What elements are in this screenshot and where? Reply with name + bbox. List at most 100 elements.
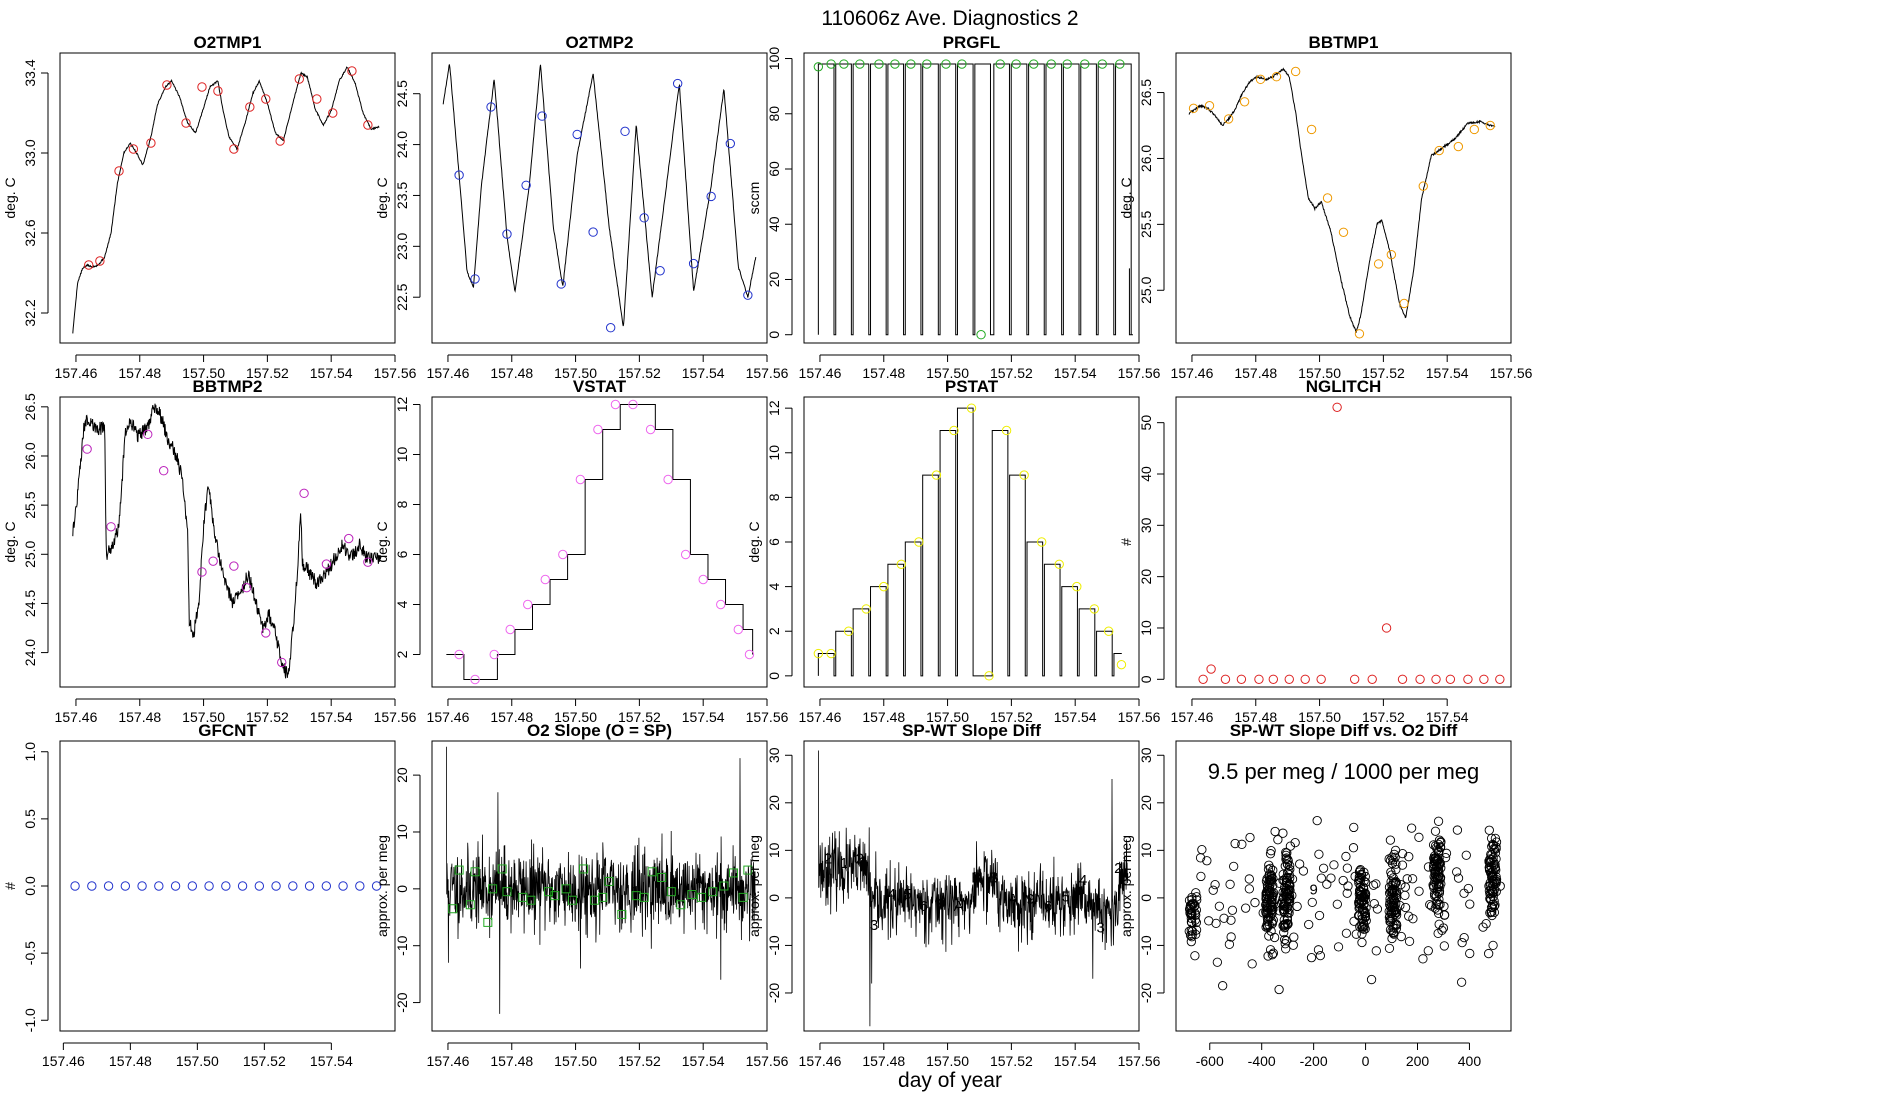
scatter-point [1264, 931, 1274, 941]
data-point [1072, 581, 1082, 592]
data-point [1338, 227, 1349, 237]
scatter-point [1350, 871, 1360, 881]
y-tick-label: 0 [1138, 675, 1154, 683]
scatter-point [1250, 897, 1260, 908]
scatter-point [1484, 857, 1494, 867]
panel-bbtmp1: BBTMP1 deg. C 157.46 157.48 157.50 157.52 157.… [1118, 33, 1533, 381]
data-point [1445, 674, 1456, 685]
annotation-label: 2 [824, 850, 832, 867]
scatter-point [1210, 879, 1220, 890]
data-line [446, 746, 757, 1014]
data-point [237, 881, 248, 891]
annotation-label: 4 [1079, 872, 1087, 889]
y-tick-label: 0 [766, 672, 782, 680]
scatter-point [1349, 822, 1359, 833]
data-point [706, 191, 716, 202]
x-tick-label: 157.46 [799, 709, 842, 725]
y-axis-label: # [2, 882, 18, 890]
scatter-point [1384, 943, 1395, 954]
x-tick-label: 157.46 [1171, 709, 1214, 725]
scatter-point [1359, 899, 1369, 909]
x-tick-label: 157.46 [42, 1053, 85, 1069]
data-point [1300, 674, 1310, 685]
y-tick-label: 0 [766, 894, 782, 902]
y-tick-label: 33.4 [22, 59, 38, 86]
scatter-point [1490, 862, 1500, 872]
scatter-point [1295, 859, 1305, 869]
data-point [87, 881, 97, 891]
x-tick-label: 200 [1406, 1053, 1430, 1069]
data-point [488, 884, 498, 894]
data-point [502, 229, 512, 239]
scatter-point [1459, 932, 1469, 943]
scatter-point [1288, 940, 1298, 950]
scatter-point [1226, 932, 1236, 942]
data-point [617, 909, 627, 919]
data-point [1290, 66, 1301, 77]
y-tick-label: 30 [766, 747, 782, 763]
data-point [523, 599, 533, 610]
scatter-point [1195, 853, 1206, 863]
scatter-point [1432, 845, 1442, 855]
data-point [158, 466, 169, 476]
scatter-point [1343, 881, 1353, 891]
x-tick-label: 157.52 [990, 709, 1033, 725]
scatter-point [1486, 868, 1496, 878]
panel-title: O2TMP2 [565, 33, 633, 52]
scatter-point [1280, 934, 1290, 945]
scatter-point [1395, 900, 1405, 911]
scatter-point [1349, 916, 1359, 926]
panel-title: SP-WT Slope Diff [902, 721, 1041, 740]
scatter-point [1434, 886, 1445, 896]
data-point [312, 94, 322, 104]
x-tick-label: 157.54 [310, 365, 353, 381]
data-point [454, 170, 464, 180]
data-point [363, 557, 373, 567]
scatter-point [1439, 941, 1449, 951]
data-point [941, 59, 951, 69]
data-point [321, 559, 332, 569]
data-point [254, 881, 265, 891]
data-point [645, 424, 656, 435]
data-point [976, 330, 986, 340]
data-point [949, 425, 959, 436]
x-tick-label: 157.48 [490, 365, 533, 381]
data-point [162, 80, 172, 90]
data-point [321, 881, 332, 891]
scatter-point [1191, 917, 1201, 928]
scatter-point [1274, 878, 1284, 888]
scatter-point [1281, 847, 1291, 858]
data-line [1188, 67, 1496, 334]
scatter-point [1229, 861, 1239, 872]
scatter-point [1431, 899, 1441, 909]
scatter-point [1329, 860, 1339, 870]
data-point [70, 881, 80, 891]
y-tick-label: 0 [766, 331, 782, 339]
data-point [556, 279, 566, 289]
x-tick-label: 157.46 [427, 709, 470, 725]
scatter-point [1487, 907, 1497, 917]
scatter-point [1279, 920, 1289, 931]
panels: O2TMP1 deg. C 157.46 157.48 157.50 157.52 157.… [2, 33, 1533, 1069]
data-point [879, 581, 889, 592]
x-tick-label: 157.56 [746, 365, 789, 381]
x-tick-label: 157.48 [109, 1053, 152, 1069]
data-point [371, 881, 382, 891]
annotation-label: 9 [937, 896, 945, 913]
x-tick-label: 157.52 [1362, 709, 1405, 725]
scatter-point [1304, 919, 1314, 930]
data-point [114, 166, 124, 176]
scatter-point [1452, 825, 1463, 835]
scatter-point [1281, 878, 1292, 888]
data-point [465, 900, 475, 910]
scatter-point [1275, 906, 1285, 916]
plot-area [813, 403, 1127, 681]
data-point [470, 867, 480, 877]
data-point [518, 892, 528, 902]
scatter-point [1307, 897, 1317, 908]
scatter-point [1284, 866, 1294, 876]
scatter-point [1263, 864, 1274, 874]
data-point [120, 881, 131, 891]
scatter-point [1263, 951, 1273, 961]
